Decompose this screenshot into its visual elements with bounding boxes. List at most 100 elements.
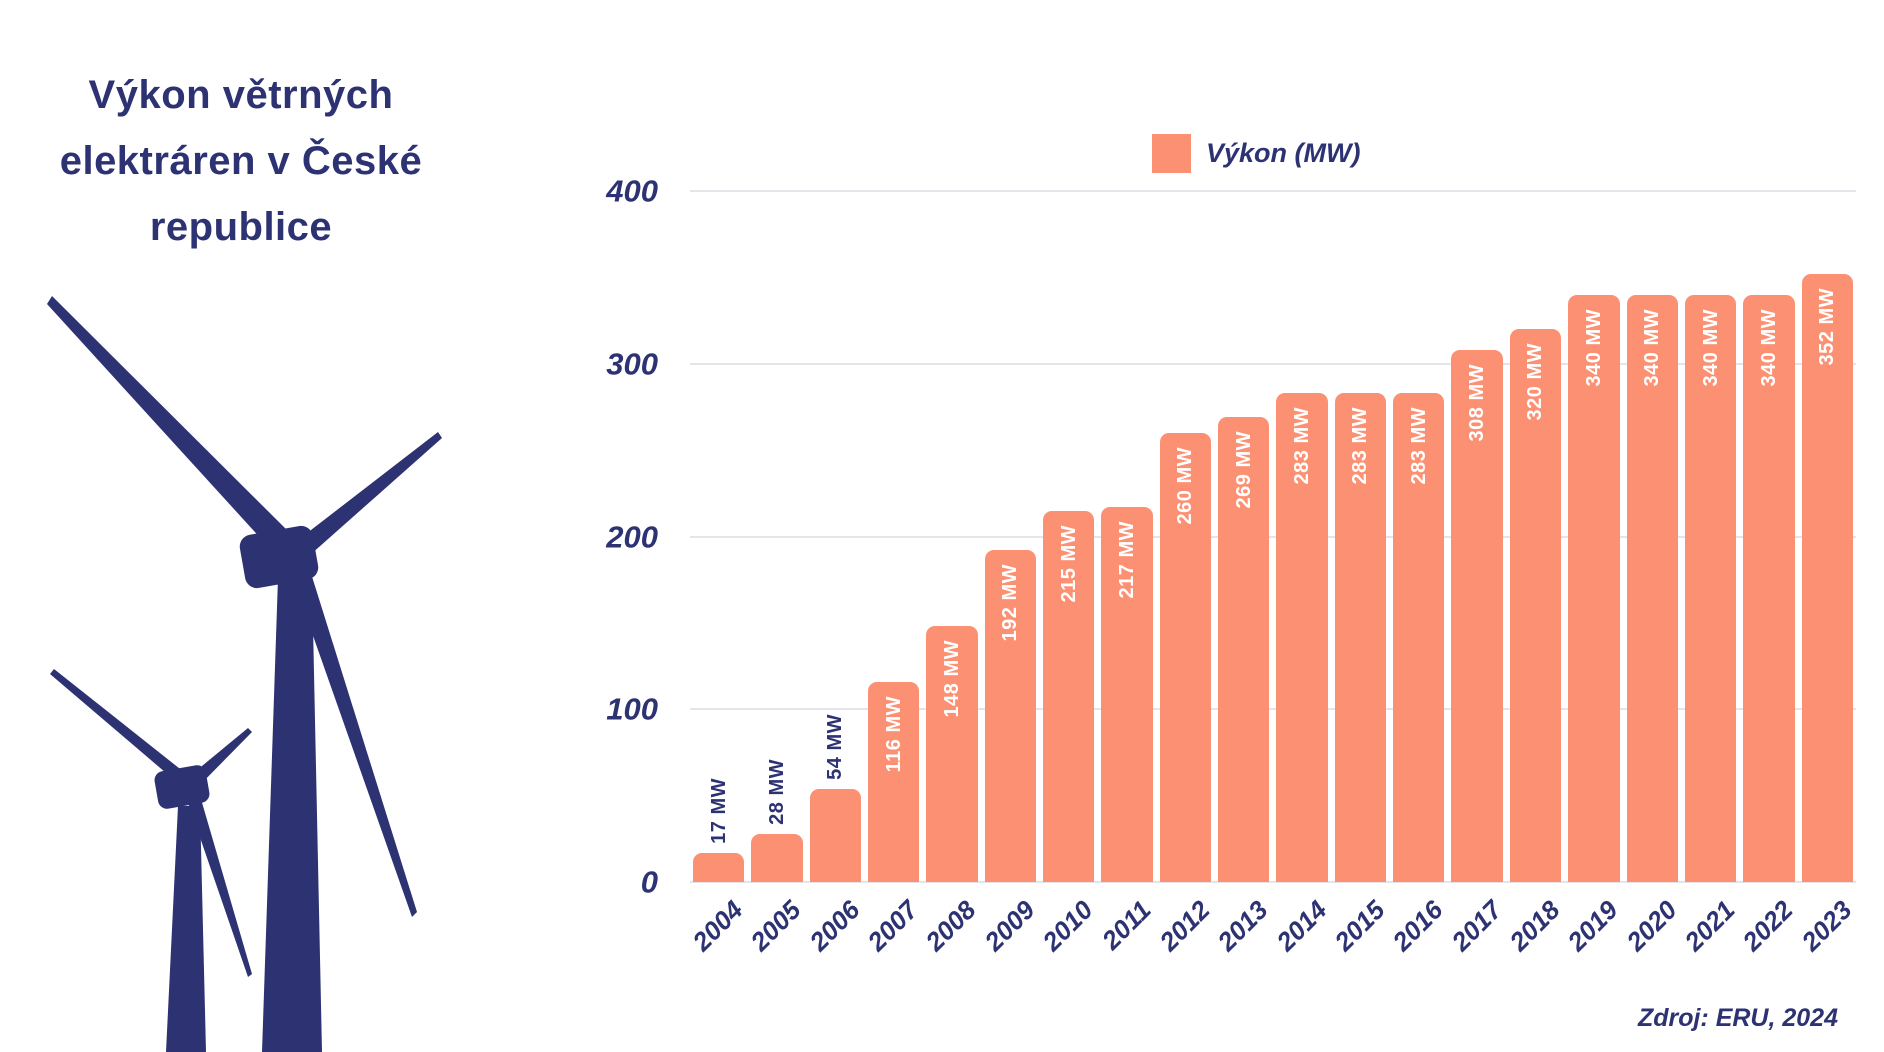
- bar-2005: 28 MW: [751, 759, 803, 882]
- bar-2019: 340 MW: [1568, 294, 1620, 882]
- bar-column-2014: 283 MW 2014: [1270, 191, 1332, 957]
- bar-2016: 283 MW: [1393, 393, 1445, 882]
- bar-series: 17 MW 2004 28 MW 2005 54 MW 2006 116 MW 2007 148…: [687, 191, 1857, 957]
- x-axis-label-2021: 2021: [1678, 894, 1741, 957]
- wind-turbines-icon: [47, 296, 442, 1052]
- bar-2010: 215 MW: [1043, 510, 1095, 882]
- bar-column-2010: 215 MW 2010: [1037, 191, 1099, 957]
- bar-value-label-2023: 352 MW: [1816, 287, 1839, 366]
- bar-value-label-2018: 320 MW: [1524, 343, 1547, 421]
- x-axis-label-2022: 2022: [1736, 894, 1799, 957]
- bar-2018: 320 MW: [1509, 329, 1562, 882]
- x-axis-label-2006: 2006: [803, 894, 866, 957]
- page-title-line-1: Výkon větrných: [88, 73, 394, 117]
- gridline-400: [690, 190, 1856, 192]
- bar-column-2016: 283 MW 2016: [1387, 191, 1449, 957]
- page-title-line-2: elektráren v České: [59, 139, 423, 183]
- x-axis-label-2020: 2020: [1620, 894, 1683, 957]
- bar-column-2022: 340 MW 2022: [1737, 191, 1799, 957]
- gridline-0: [690, 881, 1856, 883]
- y-axis-tick-400: 400: [606, 173, 658, 209]
- page-title-line-3: republice: [149, 205, 333, 249]
- bar-column-2021: 340 MW 2021: [1678, 191, 1741, 957]
- bar-value-label-2015: 283 MW: [1349, 407, 1372, 485]
- bar-column-2007: 116 MW 2007: [862, 191, 924, 957]
- bar-value-label-2005: 28 MW: [766, 758, 789, 825]
- bar-value-label-2012: 260 MW: [1174, 446, 1197, 525]
- bar-column-2013: 269 MW 2013: [1212, 191, 1274, 957]
- bar-value-label-2014: 283 MW: [1291, 407, 1314, 485]
- bar-value-label-2009: 192 MW: [999, 564, 1022, 642]
- x-axis-label-2016: 2016: [1386, 894, 1449, 957]
- bar-column-2023: 352 MW 2023: [1795, 191, 1857, 957]
- bar-2009: 192 MW: [984, 550, 1037, 882]
- bar-value-label-2022: 340 MW: [1757, 308, 1780, 387]
- bar-column-2005: 28 MW 2005: [745, 191, 807, 957]
- bar-value-label-2010: 215 MW: [1057, 524, 1080, 603]
- bar-column-2012: 260 MW 2012: [1153, 191, 1216, 957]
- bar-value-label-2008: 148 MW: [941, 640, 964, 718]
- bar-chart-plot-area: 17 MW 2004 28 MW 2005 54 MW 2006 116 MW 2007 148…: [687, 190, 1857, 957]
- x-axis-label-2018: 2018: [1503, 894, 1566, 957]
- y-axis-tick-200: 200: [606, 519, 658, 554]
- x-axis-label-2007: 2007: [861, 894, 924, 957]
- bar-value-label-2021: 340 MW: [1699, 308, 1722, 387]
- gridline-100: [690, 708, 1856, 711]
- bar-column-2006: 54 MW 2006: [803, 191, 865, 957]
- y-axis-tick-300: 300: [606, 346, 658, 382]
- bar-2022: 340 MW: [1743, 294, 1795, 882]
- x-axis-label-2023: 2023: [1795, 894, 1858, 957]
- bar-2012: 260 MW: [1159, 432, 1212, 882]
- bar-value-label-2019: 340 MW: [1582, 308, 1605, 387]
- bar-column-2011: 217 MW 2011: [1096, 191, 1157, 955]
- x-axis-label-2015: 2015: [1328, 894, 1391, 957]
- bar-column-2019: 340 MW 2019: [1562, 191, 1624, 957]
- x-axis-label-2010: 2010: [1036, 894, 1099, 957]
- bar-value-label-2011: 217 MW: [1116, 521, 1139, 599]
- bar-value-label-2020: 340 MW: [1641, 308, 1664, 387]
- bar-column-2009: 192 MW 2009: [978, 191, 1040, 957]
- gridline-300: [690, 362, 1856, 365]
- bar-2011: 217 MW: [1101, 507, 1153, 882]
- source-note: Zdroj: ERU, 2024: [1637, 1004, 1838, 1032]
- bar-2023: 352 MW: [1801, 273, 1853, 882]
- page-title: Výkon větrných elektráren v České republ…: [40, 62, 442, 260]
- bar-2017: 308 MW: [1451, 349, 1503, 882]
- bar-2021: 340 MW: [1684, 294, 1737, 882]
- bar-value-label-2013: 269 MW: [1232, 431, 1255, 509]
- bar-2014: 283 MW: [1276, 393, 1328, 882]
- chart-legend: Výkon (MW): [1152, 134, 1361, 173]
- bar-2020: 340 MW: [1626, 294, 1678, 882]
- bar-column-2015: 283 MW 2015: [1328, 191, 1391, 957]
- x-axis-label-2011: 2011: [1096, 894, 1158, 956]
- bar-2013: 269 MW: [1218, 417, 1270, 882]
- legend-label: Výkon (MW): [1206, 138, 1361, 168]
- x-axis-label-2019: 2019: [1561, 894, 1624, 957]
- x-axis-label-2005: 2005: [744, 894, 808, 957]
- y-axis-tick-100: 100: [606, 691, 658, 727]
- bar-2004: 17 MW: [693, 778, 745, 882]
- bar-2015: 283 MW: [1334, 393, 1387, 882]
- bar-column-2017: 308 MW 2017: [1445, 191, 1507, 957]
- bar-2007: 116 MW: [868, 681, 920, 882]
- bar-value-label-2006: 54 MW: [824, 713, 847, 780]
- bar-2008: 148 MW: [926, 626, 978, 882]
- bar-column-2008: 148 MW 2008: [920, 191, 982, 957]
- bar-2006: 54 MW: [809, 714, 862, 882]
- gridline-200: [690, 535, 1856, 538]
- bar-column-2020: 340 MW 2020: [1620, 191, 1682, 957]
- x-axis-label-2014: 2014: [1270, 894, 1333, 957]
- x-axis-label-2012: 2012: [1153, 894, 1216, 957]
- bar-value-label-2017: 308 MW: [1466, 363, 1489, 442]
- bar-value-label-2016: 283 MW: [1407, 407, 1430, 485]
- legend-swatch-icon: [1152, 134, 1191, 173]
- x-axis-label-2009: 2009: [978, 894, 1041, 957]
- x-axis-label-2013: 2013: [1211, 894, 1274, 957]
- bar-value-label-2004: 17 MW: [707, 777, 730, 844]
- bar-column-2004: 17 MW 2004: [687, 191, 749, 957]
- y-axis: 0 100 200 300 400: [500, 176, 658, 898]
- bar-value-label-2007: 116 MW: [882, 695, 905, 772]
- y-axis-tick-0: 0: [640, 864, 658, 900]
- x-axis-label-2004: 2004: [686, 894, 749, 957]
